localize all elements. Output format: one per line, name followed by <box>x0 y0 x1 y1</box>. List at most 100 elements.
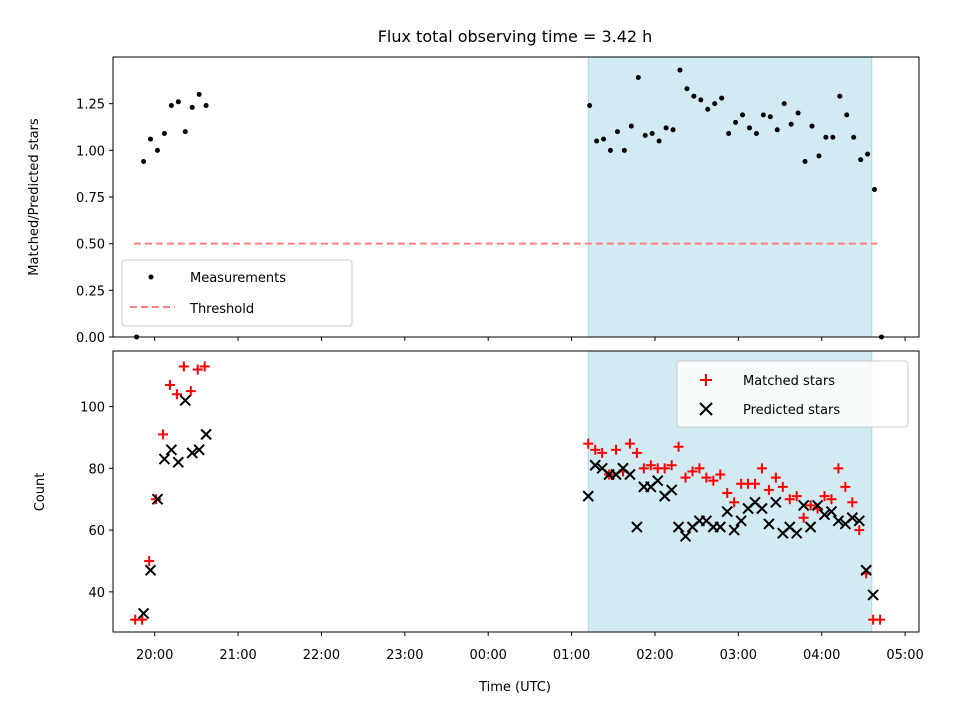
series-matched-stars <box>130 361 886 625</box>
measurements-point <box>607 147 613 153</box>
predicted-stars-point <box>770 496 782 509</box>
matched-stars-point <box>680 472 691 483</box>
legend-threshold-label: Threshold <box>189 302 254 317</box>
legend-matched-stars-label: Matched stars <box>743 374 835 389</box>
measurements-point <box>788 121 794 127</box>
chart-title: Flux total observing time = 3.42 h <box>378 27 653 46</box>
predicted-stars-point <box>728 524 740 536</box>
predicted-stars-point-b <box>791 527 803 539</box>
matched-stars-point <box>729 497 740 508</box>
predicted-stars-point <box>825 505 838 518</box>
predicted-stars-point <box>832 515 845 527</box>
predicted-stars-point <box>721 505 733 518</box>
measurements-point <box>823 134 829 140</box>
top-data-layer <box>133 67 884 340</box>
measurements-point <box>175 99 181 105</box>
predicted-stars-point-b <box>151 493 164 505</box>
matched-stars-point <box>590 444 601 455</box>
measurements-point <box>594 138 600 144</box>
measurements-point <box>161 131 167 137</box>
measurements-point <box>189 104 195 110</box>
predicted-stars-point <box>797 499 810 512</box>
top-ticks: 0.00 0.25 0.50 0.75 1.00 1.25 <box>76 98 906 346</box>
matched-stars-point <box>847 497 858 508</box>
legend-measurements-marker <box>148 274 154 280</box>
matched-stars-point <box>770 472 781 483</box>
legend-measurements-label: Measurements <box>190 271 286 286</box>
bottom-y-tick-label: 40 <box>88 586 105 601</box>
measurements-point <box>851 134 857 140</box>
measurements-point <box>635 75 641 81</box>
predicted-stars-point-b <box>797 499 810 512</box>
predicted-stars-point <box>763 518 775 530</box>
predicted-stars-point <box>652 474 664 487</box>
legend-predicted-stars-marker <box>699 402 713 416</box>
predicted-stars-point-b <box>853 515 865 527</box>
measurements-point <box>649 131 655 137</box>
measurements-point <box>601 136 607 142</box>
predicted-stars-point-b <box>589 459 601 471</box>
measurements-point <box>767 114 773 120</box>
matched-stars-point <box>583 438 594 449</box>
predicted-stars-point-b <box>860 564 872 576</box>
matched-stars-point <box>784 494 795 505</box>
measurements-point <box>865 151 871 157</box>
legend-matched-stars-marker <box>700 374 712 386</box>
predicted-stars-point <box>165 444 178 456</box>
series-measurements <box>134 67 884 340</box>
predicted-stars-point <box>853 515 865 527</box>
measurements-point <box>691 93 697 99</box>
matched-stars-point <box>819 491 830 502</box>
matched-stars-point <box>701 472 712 483</box>
matched-stars-point <box>763 484 774 495</box>
measurements-point <box>726 131 732 137</box>
measurements-point <box>670 127 676 133</box>
matched-stars-point <box>185 386 196 397</box>
predicted-stars-point-b <box>867 589 879 601</box>
predicted-stars-point <box>631 521 643 533</box>
bottom-axes-frame <box>112 350 920 633</box>
matched-stars-point <box>645 460 656 471</box>
predicted-stars-point-b <box>200 428 212 441</box>
measurements-point <box>740 112 746 118</box>
predicted-stars-point <box>137 607 150 620</box>
predicted-stars-point <box>811 499 824 512</box>
measurements-point <box>182 129 188 135</box>
predicted-stars-point-b <box>158 453 171 465</box>
predicted-stars-point-b <box>735 515 747 527</box>
top-y-tick-label: 1.00 <box>76 144 105 159</box>
predicted-stars-point <box>804 521 817 533</box>
predicted-stars-point-b <box>825 505 838 518</box>
x-tick-label: 20:00 <box>136 648 173 663</box>
x-tick-label: 21:00 <box>219 648 256 663</box>
top-y-tick-label: 1.25 <box>76 98 105 113</box>
matched-stars-point <box>144 555 155 566</box>
matched-stars-point <box>833 463 844 474</box>
series-predicted-stars <box>137 394 879 620</box>
predicted-stars-point-b <box>624 468 636 481</box>
measurements-point <box>858 157 864 163</box>
predicted-stars-point-b <box>714 521 726 533</box>
matched-stars-point <box>777 481 788 492</box>
predicted-stars-point <box>860 564 872 576</box>
measurements-point <box>872 187 878 193</box>
predicted-stars-point-b <box>631 521 643 533</box>
predicted-stars-point-b <box>846 512 859 524</box>
predicted-stars-point-b <box>679 530 692 542</box>
predicted-stars-point-b <box>763 518 775 530</box>
predicted-stars-point-b <box>165 444 178 456</box>
measurements-point <box>203 103 209 109</box>
measurements-point <box>746 125 752 131</box>
predicted-stars-point <box>756 502 768 515</box>
matched-stars-point <box>624 438 635 449</box>
x-tick-label: 23:00 <box>386 648 423 663</box>
top-y-axis-label: Matched/Predicted stars <box>27 118 42 276</box>
x-tick-label: 22:00 <box>303 648 340 663</box>
measurements-point <box>677 67 683 73</box>
bottom-legend: Matched stars Predicted stars <box>676 360 909 428</box>
measurements-point <box>684 86 690 92</box>
predicted-stars-point <box>818 508 831 521</box>
predicted-stars-point-b <box>770 496 782 509</box>
measurements-point <box>628 123 634 129</box>
top-y-tick-label: 0.75 <box>76 191 105 206</box>
